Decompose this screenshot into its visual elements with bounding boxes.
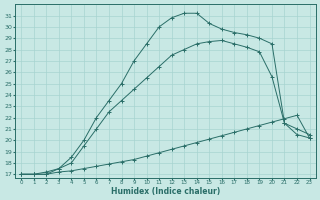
X-axis label: Humidex (Indice chaleur): Humidex (Indice chaleur) (111, 187, 220, 196)
